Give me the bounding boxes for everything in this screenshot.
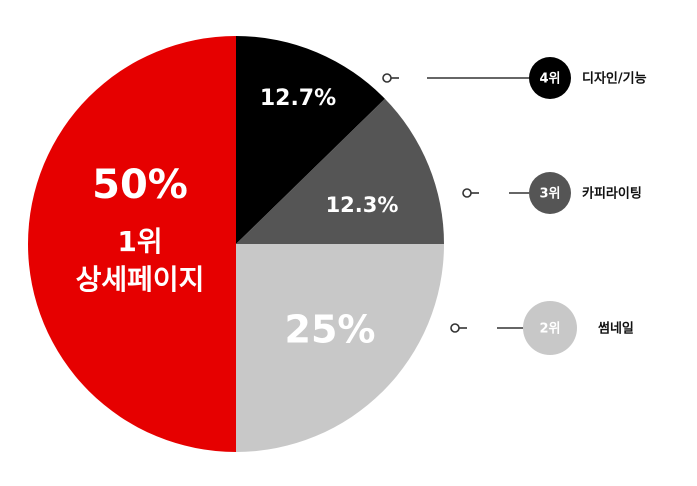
legend-rank-label: 3위 (539, 187, 560, 202)
legend-rank-label: 2위 (539, 322, 560, 337)
legend-line-dot (382, 73, 392, 83)
legend-category-label: 카피라이팅 (582, 186, 642, 202)
legend-line-dot (450, 323, 460, 333)
slice-value-label: 50% (92, 162, 188, 208)
slice-value-label: 12.3% (326, 193, 399, 217)
legend-line-dot (462, 188, 472, 198)
slice-value-label: 25% (285, 308, 376, 352)
pie-slice (236, 244, 444, 452)
legend-rank-badge (523, 301, 577, 355)
legend-rank-badge (529, 57, 571, 99)
legend-category-label: 디자인/기능 (582, 71, 647, 87)
pie-slice (28, 36, 236, 452)
slice-value-label: 12.7% (260, 86, 336, 111)
legend-rank-label: 4위 (539, 72, 560, 87)
pie-slice (236, 98, 444, 245)
slice-rank-label: 1위 (117, 225, 162, 258)
slice-category-label: 상세페이지 (76, 263, 205, 296)
pie-slices (28, 36, 444, 452)
legend: 4위 디자인/기능 3위 카피라이팅 2위 썸네일 (382, 57, 647, 355)
pie-slice (236, 36, 385, 244)
legend-rank-badge (529, 172, 571, 214)
legend-category-label: 썸네일 (598, 321, 634, 337)
